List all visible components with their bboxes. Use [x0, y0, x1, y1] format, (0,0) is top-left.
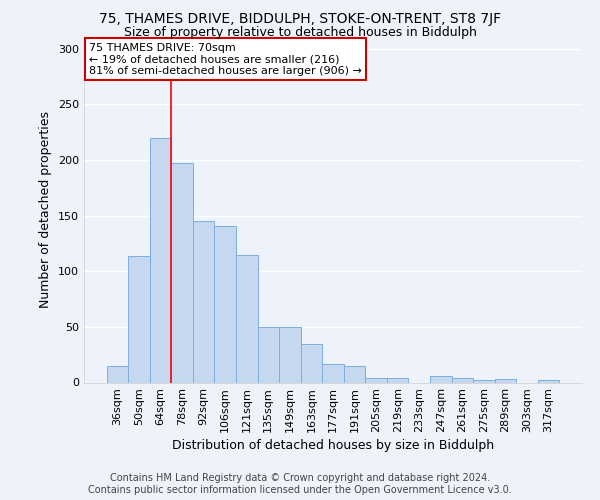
Bar	[172, 164, 193, 382]
Bar	[128, 256, 150, 382]
Bar	[236, 254, 257, 382]
Bar	[214, 226, 236, 382]
Bar	[538, 380, 559, 382]
Bar	[494, 379, 516, 382]
Bar	[365, 378, 387, 382]
X-axis label: Distribution of detached houses by size in Biddulph: Distribution of detached houses by size …	[172, 440, 494, 452]
Text: Contains HM Land Registry data © Crown copyright and database right 2024.
Contai: Contains HM Land Registry data © Crown c…	[88, 474, 512, 495]
Bar	[279, 327, 301, 382]
Bar	[301, 344, 322, 382]
Text: 75 THAMES DRIVE: 70sqm
← 19% of detached houses are smaller (216)
81% of semi-de: 75 THAMES DRIVE: 70sqm ← 19% of detached…	[89, 42, 362, 76]
Bar	[452, 378, 473, 382]
Bar	[473, 380, 494, 382]
Bar	[193, 221, 214, 382]
Bar	[150, 138, 172, 382]
Text: 75, THAMES DRIVE, BIDDULPH, STOKE-ON-TRENT, ST8 7JF: 75, THAMES DRIVE, BIDDULPH, STOKE-ON-TRE…	[99, 12, 501, 26]
Y-axis label: Number of detached properties: Number of detached properties	[40, 112, 52, 308]
Bar	[322, 364, 344, 382]
Bar	[387, 378, 409, 382]
Bar	[344, 366, 365, 382]
Bar	[107, 366, 128, 382]
Bar	[430, 376, 452, 382]
Bar	[257, 327, 279, 382]
Text: Size of property relative to detached houses in Biddulph: Size of property relative to detached ho…	[124, 26, 476, 39]
